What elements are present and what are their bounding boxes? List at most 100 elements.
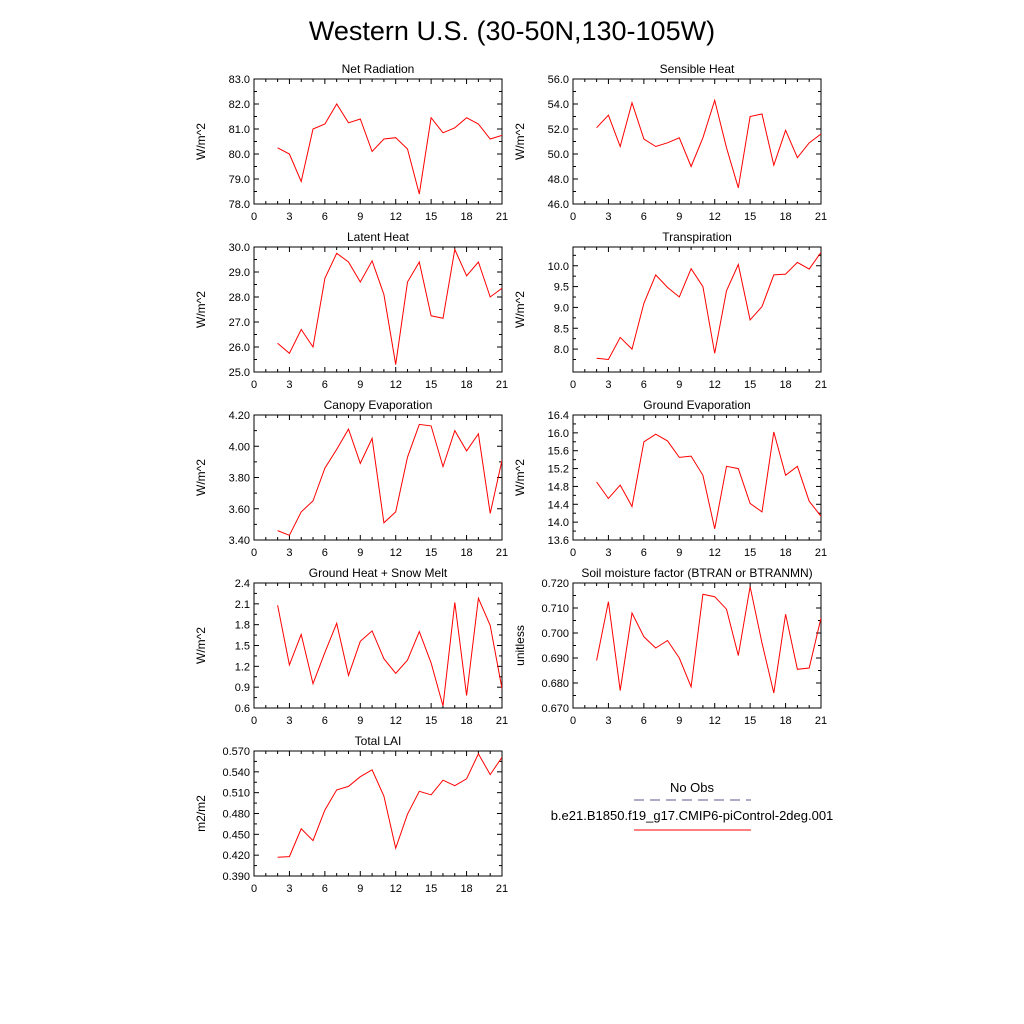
x-tick-label: 12 [390, 211, 402, 223]
y-tick-label: 16.0 [548, 428, 569, 440]
y-tick-label: 9.0 [554, 302, 569, 314]
panel-1: Sensible Heat W/m^2 0 3 6 9 12 15 18 21 46.0 48.0 50… [513, 62, 827, 223]
panel-title: Ground Evaporation [643, 398, 750, 412]
y-tick-label: 0.6 [235, 703, 250, 715]
x-tick-label: 21 [496, 883, 508, 895]
y-tick-label: 14.0 [548, 517, 569, 529]
x-tick-label: 9 [676, 547, 682, 559]
series-line [277, 103, 502, 195]
y-tick-label: 79.0 [229, 174, 250, 186]
y-tick-label: 13.6 [548, 535, 569, 547]
y-axis-label: W/m^2 [194, 459, 208, 496]
charts: Net Radiation W/m^2 0 3 6 9 12 15 18 21 78.0 79.0 80… [194, 62, 827, 895]
plot-frame [253, 78, 503, 205]
panel-title: Sensible Heat [660, 62, 735, 76]
y-tick-label: 3.60 [229, 504, 250, 516]
y-tick-label: 1.5 [235, 641, 250, 653]
y-tick-label: 0.420 [222, 850, 250, 862]
y-tick-label: 0.9 [235, 682, 250, 694]
x-tick-label: 18 [779, 379, 791, 391]
x-tick-label: 21 [496, 211, 508, 223]
y-tick-label: 2.4 [235, 578, 250, 590]
series-line [277, 596, 502, 707]
panel-2: Latent Heat W/m^2 0 3 6 9 12 15 18 21 25.0 26.0 27.0… [194, 230, 508, 391]
y-tick-label: 0.680 [541, 678, 569, 690]
x-tick-label: 0 [570, 379, 576, 391]
x-tick-label: 9 [357, 211, 363, 223]
series-line [277, 247, 502, 365]
x-tick-label: 21 [496, 547, 508, 559]
y-tick-label: 0.480 [222, 809, 250, 821]
y-tick-label: 82.0 [229, 99, 250, 111]
y-tick-label: 0.670 [541, 703, 569, 715]
x-tick-label: 6 [641, 211, 647, 223]
y-tick-label: 0.570 [222, 746, 250, 758]
y-tick-label: 0.390 [222, 871, 250, 883]
y-tick-label: 14.4 [548, 499, 569, 511]
x-tick-label: 12 [709, 547, 721, 559]
x-tick-label: 18 [460, 715, 472, 727]
x-tick-label: 6 [322, 379, 328, 391]
series-line [277, 752, 502, 858]
series-line [596, 252, 821, 361]
plot-frame [572, 582, 822, 709]
x-tick-label: 9 [357, 715, 363, 727]
panel-title: Net Radiation [342, 62, 415, 76]
x-tick-label: 15 [425, 715, 437, 727]
x-tick-label: 3 [605, 547, 611, 559]
y-tick-label: 80.0 [229, 149, 250, 161]
panel-6: Ground Heat + Snow Melt W/m^2 0 3 6 9 12 15 18 21… [194, 566, 508, 727]
panel-3: Transpiration W/m^2 0 3 6 9 12 15 18 21 8.0 8.5 9.0 9… [513, 230, 827, 391]
x-tick-label: 21 [496, 379, 508, 391]
x-tick-label: 0 [570, 547, 576, 559]
series-line [596, 98, 821, 188]
y-tick-label: 25.0 [229, 367, 250, 379]
x-tick-label: 12 [390, 715, 402, 727]
x-tick-label: 3 [605, 715, 611, 727]
x-tick-label: 18 [779, 211, 791, 223]
y-tick-label: 0.720 [541, 578, 569, 590]
panel-title: Transpiration [662, 230, 732, 244]
x-tick-label: 18 [779, 715, 791, 727]
x-tick-label: 3 [286, 211, 292, 223]
x-tick-label: 12 [390, 883, 402, 895]
x-tick-label: 18 [460, 883, 472, 895]
y-tick-label: 27.0 [229, 317, 250, 329]
x-tick-label: 6 [322, 547, 328, 559]
y-tick-label: 4.20 [229, 410, 250, 422]
x-tick-label: 6 [641, 547, 647, 559]
x-tick-label: 0 [251, 883, 257, 895]
y-tick-label: 16.4 [548, 410, 569, 422]
plot-frame [572, 78, 822, 205]
y-tick-label: 8.0 [554, 344, 569, 356]
x-tick-label: 15 [425, 883, 437, 895]
x-tick-label: 9 [676, 211, 682, 223]
y-tick-label: 3.40 [229, 535, 250, 547]
x-tick-label: 21 [815, 715, 827, 727]
y-tick-label: 81.0 [229, 124, 250, 136]
x-tick-label: 15 [744, 379, 756, 391]
x-tick-label: 15 [425, 379, 437, 391]
x-tick-label: 9 [357, 547, 363, 559]
y-tick-label: 0.540 [222, 767, 250, 779]
x-tick-label: 18 [460, 211, 472, 223]
x-tick-label: 3 [286, 883, 292, 895]
plot-frame [572, 246, 822, 373]
x-tick-label: 0 [251, 715, 257, 727]
y-tick-label: 0.690 [541, 653, 569, 665]
y-tick-label: 28.0 [229, 292, 250, 304]
y-tick-label: 1.2 [235, 661, 250, 673]
main-title: Western U.S. (30-50N,130-105W) [309, 16, 715, 46]
y-tick-label: 0.700 [541, 628, 569, 640]
series-line [596, 431, 821, 529]
x-tick-label: 3 [286, 379, 292, 391]
plot-frame [572, 414, 822, 541]
x-tick-label: 21 [815, 379, 827, 391]
y-axis-label: W/m^2 [513, 459, 527, 496]
panel-title: Canopy Evaporation [324, 398, 433, 412]
plot-frame [253, 750, 503, 877]
x-tick-label: 12 [390, 379, 402, 391]
x-tick-label: 6 [322, 883, 328, 895]
x-tick-label: 3 [286, 715, 292, 727]
x-tick-label: 21 [496, 715, 508, 727]
